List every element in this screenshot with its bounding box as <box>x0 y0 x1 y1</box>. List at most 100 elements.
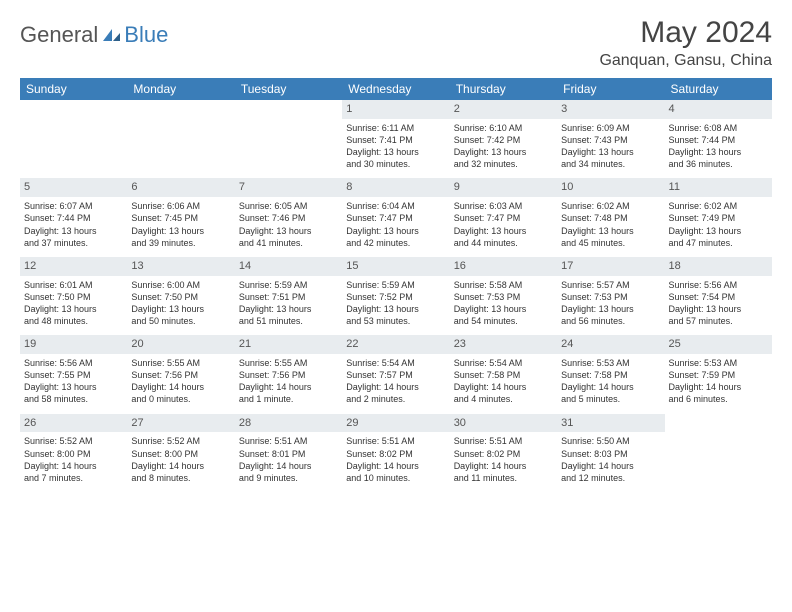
daylight-text: and 34 minutes. <box>561 158 660 170</box>
sunset-text: Sunset: 7:57 PM <box>346 369 445 381</box>
daylight-text: and 6 minutes. <box>669 393 768 405</box>
calendar-cell: 31Sunrise: 5:50 AMSunset: 8:03 PMDayligh… <box>557 414 664 492</box>
day-number: 22 <box>342 335 449 354</box>
calendar-cell: 14Sunrise: 5:59 AMSunset: 7:51 PMDayligh… <box>235 257 342 335</box>
daylight-text: and 12 minutes. <box>561 472 660 484</box>
calendar-cell: 13Sunrise: 6:00 AMSunset: 7:50 PMDayligh… <box>127 257 234 335</box>
sunrise-text: Sunrise: 5:53 AM <box>561 357 660 369</box>
sunrise-text: Sunrise: 5:50 AM <box>561 435 660 447</box>
sunrise-text: Sunrise: 5:51 AM <box>454 435 553 447</box>
sunset-text: Sunset: 7:41 PM <box>346 134 445 146</box>
sunset-text: Sunset: 7:47 PM <box>346 212 445 224</box>
sunset-text: Sunset: 7:56 PM <box>131 369 230 381</box>
sunrise-text: Sunrise: 6:09 AM <box>561 122 660 134</box>
daylight-text: and 47 minutes. <box>669 237 768 249</box>
calendar-cell: 7Sunrise: 6:05 AMSunset: 7:46 PMDaylight… <box>235 178 342 256</box>
daylight-text: and 56 minutes. <box>561 315 660 327</box>
sunset-text: Sunset: 7:59 PM <box>669 369 768 381</box>
sunrise-text: Sunrise: 6:06 AM <box>131 200 230 212</box>
calendar-cell: 17Sunrise: 5:57 AMSunset: 7:53 PMDayligh… <box>557 257 664 335</box>
daylight-text: Daylight: 13 hours <box>24 303 123 315</box>
daylight-text: Daylight: 14 hours <box>454 381 553 393</box>
day-number: 15 <box>342 257 449 276</box>
calendar-cell: 18Sunrise: 5:56 AMSunset: 7:54 PMDayligh… <box>665 257 772 335</box>
sunrise-text: Sunrise: 5:51 AM <box>239 435 338 447</box>
calendar-cell <box>665 414 772 492</box>
daylight-text: Daylight: 13 hours <box>454 146 553 158</box>
brand-general: General <box>20 22 98 48</box>
sunset-text: Sunset: 7:49 PM <box>669 212 768 224</box>
daylight-text: Daylight: 13 hours <box>454 303 553 315</box>
daylight-text: and 30 minutes. <box>346 158 445 170</box>
calendar-table: SundayMondayTuesdayWednesdayThursdayFrid… <box>20 78 772 492</box>
day-number: 3 <box>557 100 664 119</box>
day-number: 12 <box>20 257 127 276</box>
daylight-text: Daylight: 14 hours <box>669 381 768 393</box>
sunset-text: Sunset: 7:53 PM <box>454 291 553 303</box>
sunrise-text: Sunrise: 5:56 AM <box>669 279 768 291</box>
daylight-text: and 37 minutes. <box>24 237 123 249</box>
sunrise-text: Sunrise: 6:10 AM <box>454 122 553 134</box>
sunset-text: Sunset: 7:48 PM <box>561 212 660 224</box>
day-number: 5 <box>20 178 127 197</box>
daylight-text: and 54 minutes. <box>454 315 553 327</box>
sunset-text: Sunset: 7:45 PM <box>131 212 230 224</box>
day-number: 20 <box>127 335 234 354</box>
daylight-text: and 32 minutes. <box>454 158 553 170</box>
calendar-cell: 27Sunrise: 5:52 AMSunset: 8:00 PMDayligh… <box>127 414 234 492</box>
sunset-text: Sunset: 8:02 PM <box>454 448 553 460</box>
calendar-row: 1Sunrise: 6:11 AMSunset: 7:41 PMDaylight… <box>20 100 772 178</box>
daylight-text: and 58 minutes. <box>24 393 123 405</box>
sunrise-text: Sunrise: 5:53 AM <box>669 357 768 369</box>
calendar-row: 5Sunrise: 6:07 AMSunset: 7:44 PMDaylight… <box>20 178 772 256</box>
day-number: 30 <box>450 414 557 433</box>
day-number: 11 <box>665 178 772 197</box>
calendar-cell: 26Sunrise: 5:52 AMSunset: 8:00 PMDayligh… <box>20 414 127 492</box>
sunset-text: Sunset: 7:50 PM <box>131 291 230 303</box>
calendar-cell: 4Sunrise: 6:08 AMSunset: 7:44 PMDaylight… <box>665 100 772 178</box>
daylight-text: Daylight: 14 hours <box>131 460 230 472</box>
day-number: 21 <box>235 335 342 354</box>
day-number: 18 <box>665 257 772 276</box>
sunset-text: Sunset: 7:58 PM <box>454 369 553 381</box>
sunrise-text: Sunrise: 5:56 AM <box>24 357 123 369</box>
daylight-text: Daylight: 14 hours <box>346 381 445 393</box>
weekday-header: Thursday <box>450 78 557 100</box>
day-number: 6 <box>127 178 234 197</box>
daylight-text: Daylight: 13 hours <box>561 303 660 315</box>
daylight-text: and 44 minutes. <box>454 237 553 249</box>
daylight-text: Daylight: 14 hours <box>239 381 338 393</box>
calendar-cell: 8Sunrise: 6:04 AMSunset: 7:47 PMDaylight… <box>342 178 449 256</box>
sunrise-text: Sunrise: 5:59 AM <box>239 279 338 291</box>
sunset-text: Sunset: 7:50 PM <box>24 291 123 303</box>
calendar-cell: 2Sunrise: 6:10 AMSunset: 7:42 PMDaylight… <box>450 100 557 178</box>
sunrise-text: Sunrise: 6:04 AM <box>346 200 445 212</box>
sunset-text: Sunset: 7:43 PM <box>561 134 660 146</box>
day-number: 16 <box>450 257 557 276</box>
sunrise-text: Sunrise: 5:55 AM <box>131 357 230 369</box>
calendar-cell: 1Sunrise: 6:11 AMSunset: 7:41 PMDaylight… <box>342 100 449 178</box>
calendar-row: 26Sunrise: 5:52 AMSunset: 8:00 PMDayligh… <box>20 414 772 492</box>
daylight-text: Daylight: 14 hours <box>561 460 660 472</box>
calendar-cell: 29Sunrise: 5:51 AMSunset: 8:02 PMDayligh… <box>342 414 449 492</box>
day-number: 26 <box>20 414 127 433</box>
day-number: 25 <box>665 335 772 354</box>
calendar-cell: 20Sunrise: 5:55 AMSunset: 7:56 PMDayligh… <box>127 335 234 413</box>
day-number: 7 <box>235 178 342 197</box>
calendar-body: 1Sunrise: 6:11 AMSunset: 7:41 PMDaylight… <box>20 100 772 492</box>
sunrise-text: Sunrise: 5:55 AM <box>239 357 338 369</box>
sunset-text: Sunset: 7:46 PM <box>239 212 338 224</box>
calendar-cell: 6Sunrise: 6:06 AMSunset: 7:45 PMDaylight… <box>127 178 234 256</box>
day-number: 27 <box>127 414 234 433</box>
daylight-text: and 50 minutes. <box>131 315 230 327</box>
daylight-text: and 10 minutes. <box>346 472 445 484</box>
calendar-cell: 10Sunrise: 6:02 AMSunset: 7:48 PMDayligh… <box>557 178 664 256</box>
sunrise-text: Sunrise: 5:54 AM <box>346 357 445 369</box>
daylight-text: Daylight: 13 hours <box>561 225 660 237</box>
sunset-text: Sunset: 8:01 PM <box>239 448 338 460</box>
weekday-header: Tuesday <box>235 78 342 100</box>
daylight-text: Daylight: 13 hours <box>561 146 660 158</box>
day-number: 28 <box>235 414 342 433</box>
daylight-text: Daylight: 13 hours <box>239 225 338 237</box>
sunset-text: Sunset: 8:00 PM <box>131 448 230 460</box>
